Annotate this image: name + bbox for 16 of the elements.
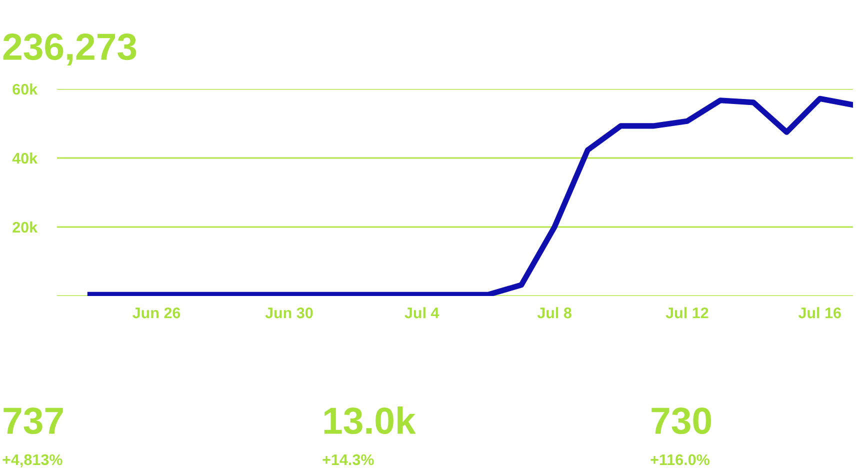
text: 730 xyxy=(652,408,712,434)
x-tick-label: Jun 30 xyxy=(265,308,313,318)
x-tick-label: Jun 26 xyxy=(132,308,180,318)
y-tick-label: 20k xyxy=(12,221,38,233)
y-tick-label: 60k xyxy=(12,83,38,95)
text: +14.3% xyxy=(322,454,374,466)
text: 13.0k xyxy=(324,406,416,434)
x-tick-label: Jul 12 xyxy=(666,307,708,318)
text: +116.0% xyxy=(650,454,710,466)
x-tick-label: Jul 4 xyxy=(404,307,440,318)
text: 737 xyxy=(4,408,63,434)
text: +4,813% xyxy=(2,454,62,468)
y-tick-label: 40k xyxy=(12,152,38,164)
chart-title: 236,273 xyxy=(3,34,136,66)
x-tick-label: Jul 8 xyxy=(537,307,572,318)
x-tick-label: Jul 16 xyxy=(798,307,841,318)
